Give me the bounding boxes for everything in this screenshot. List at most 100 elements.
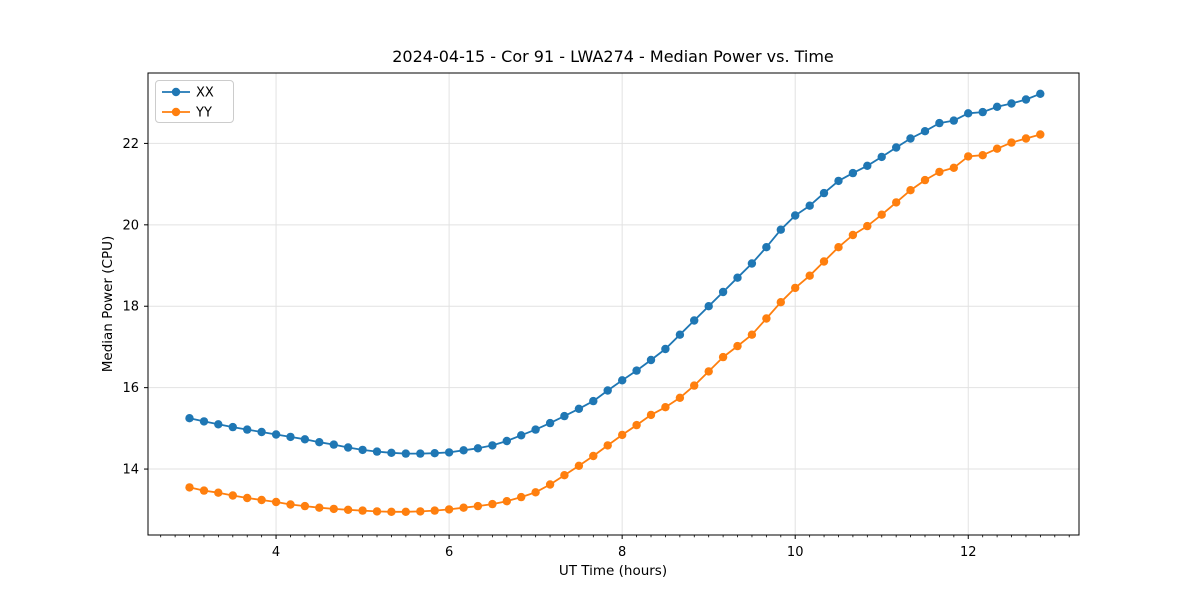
data-point-yy — [372, 507, 382, 516]
data-point-yy — [502, 497, 511, 506]
data-point-xx — [819, 188, 829, 198]
data-point-yy — [214, 488, 223, 497]
data-point-xx — [199, 417, 209, 426]
x-tick-label: 10 — [787, 545, 804, 560]
data-point-yy — [517, 492, 526, 502]
data-point-xx — [848, 168, 858, 178]
data-point-xx — [704, 302, 713, 311]
data-point-xx — [589, 396, 598, 406]
data-point-yy — [459, 503, 468, 512]
data-point-yy — [416, 507, 425, 516]
data-point-yy — [834, 243, 843, 252]
x-tick-label: 6 — [445, 545, 453, 560]
data-point-yy — [863, 221, 872, 231]
data-point-xx — [603, 386, 612, 395]
data-point-yy — [618, 430, 627, 440]
legend[interactable]: XX YY — [155, 80, 234, 123]
data-point-xx — [747, 259, 757, 268]
data-point-yy — [690, 381, 699, 390]
legend-marker-icon — [171, 107, 181, 117]
data-point-yy — [949, 163, 958, 172]
data-point-xx — [517, 431, 526, 440]
data-point-yy — [560, 471, 569, 480]
data-point-xx — [401, 449, 410, 458]
data-point-yy — [488, 499, 497, 509]
data-point-yy — [632, 420, 641, 430]
data-point-xx — [531, 425, 540, 434]
data-point-xx — [863, 161, 872, 170]
series-xx — [185, 89, 1045, 458]
data-point-yy — [675, 393, 685, 402]
data-point-xx — [646, 355, 656, 365]
data-point-yy — [646, 410, 656, 420]
y-axis-label: Median Power (CPU) — [100, 236, 116, 372]
data-point-xx — [372, 447, 382, 456]
data-point-yy — [603, 441, 612, 450]
data-point-xx — [675, 330, 685, 339]
data-point-xx — [214, 420, 223, 429]
data-point-xx — [834, 176, 843, 186]
series-layer — [185, 89, 1045, 516]
data-point-xx — [906, 134, 915, 143]
data-point-yy — [992, 144, 1002, 153]
data-point-yy — [574, 461, 584, 470]
gridlines — [148, 73, 1079, 535]
data-point-xx — [718, 287, 728, 297]
x-tick-labels: 4 6 8 10 12 — [272, 545, 977, 560]
data-point-yy — [704, 367, 713, 376]
data-point-yy — [401, 507, 410, 516]
data-point-yy — [545, 480, 555, 489]
data-point-xx — [430, 449, 439, 458]
plot-frame — [147, 72, 1080, 536]
data-point-yy — [228, 491, 237, 500]
data-point-yy — [589, 451, 598, 461]
data-point-yy — [1021, 134, 1031, 143]
y-tick-label: 16 — [122, 381, 139, 396]
series-yy — [185, 130, 1045, 516]
data-point-yy — [964, 152, 973, 161]
data-point-yy — [776, 298, 785, 307]
data-point-xx — [488, 441, 497, 450]
data-point-xx — [877, 152, 886, 162]
data-point-xx — [574, 404, 584, 413]
data-point-xx — [444, 448, 454, 457]
data-point-xx — [473, 444, 483, 453]
data-point-yy — [257, 495, 266, 505]
legend-box — [155, 80, 234, 123]
data-point-xx — [459, 446, 468, 455]
data-point-yy — [877, 210, 886, 219]
data-point-yy — [935, 167, 944, 177]
data-point-yy — [920, 175, 930, 185]
x-axis-label: UT Time (hours) — [559, 563, 667, 579]
data-point-xx — [1021, 95, 1031, 104]
y-tick-labels: 14 16 18 20 22 — [122, 137, 139, 478]
data-point-yy — [444, 505, 454, 514]
data-point-xx — [300, 435, 310, 444]
data-point-xx — [791, 211, 800, 220]
data-point-yy — [661, 403, 670, 412]
data-point-yy — [387, 507, 396, 516]
data-point-yy — [531, 488, 540, 497]
data-point-yy — [805, 271, 814, 280]
data-point-xx — [632, 366, 641, 375]
data-point-yy — [747, 330, 757, 339]
y-tick-label: 20 — [122, 218, 139, 233]
data-point-xx — [733, 273, 742, 282]
data-point-yy — [473, 501, 483, 511]
data-point-xx — [1007, 99, 1016, 108]
data-point-yy — [329, 504, 338, 514]
data-point-xx — [762, 243, 771, 252]
data-point-xx — [257, 427, 266, 437]
legend-entry-yy[interactable]: YY — [162, 106, 212, 121]
data-point-xx — [228, 422, 237, 432]
data-point-yy — [185, 483, 194, 492]
axis-ticks — [144, 142, 1070, 539]
data-point-xx — [1036, 89, 1045, 99]
data-point-xx — [992, 102, 1002, 112]
legend-entry-xx[interactable]: XX — [162, 86, 214, 101]
data-point-yy — [906, 186, 915, 195]
legend-label-yy: YY — [195, 106, 212, 121]
data-point-yy — [762, 314, 771, 323]
data-point-xx — [243, 425, 252, 434]
